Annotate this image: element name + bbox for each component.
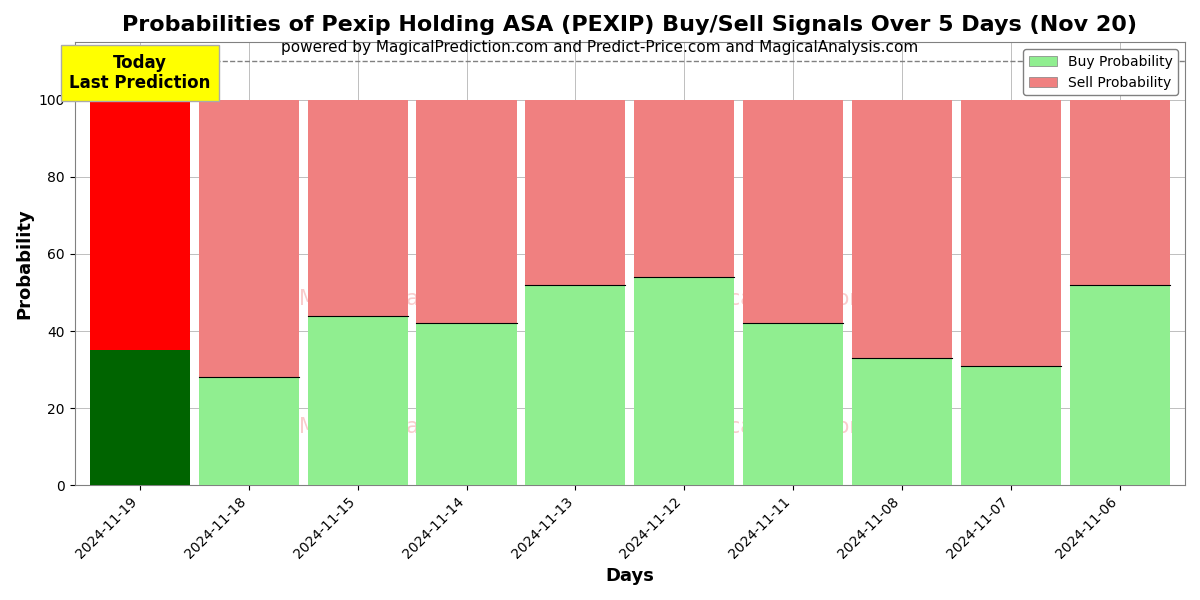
Bar: [526, 285, 625, 485]
Bar: [90, 350, 190, 485]
Text: MagicalPrediction.com: MagicalPrediction.com: [679, 418, 913, 437]
Bar: [634, 277, 734, 485]
Bar: [743, 100, 844, 323]
Title: Probabilities of Pexip Holding ASA (PEXIP) Buy/Sell Signals Over 5 Days (Nov 20): Probabilities of Pexip Holding ASA (PEXI…: [122, 15, 1138, 35]
X-axis label: Days: Days: [605, 567, 654, 585]
Legend: Buy Probability, Sell Probability: Buy Probability, Sell Probability: [1024, 49, 1178, 95]
Bar: [961, 100, 1061, 365]
Bar: [743, 323, 844, 485]
Bar: [634, 100, 734, 277]
Bar: [199, 377, 299, 485]
Text: powered by MagicalPrediction.com and Predict-Price.com and MagicalAnalysis.com: powered by MagicalPrediction.com and Pre…: [281, 40, 919, 55]
Bar: [852, 100, 952, 358]
Bar: [416, 100, 517, 323]
Bar: [416, 323, 517, 485]
Bar: [852, 358, 952, 485]
Bar: [307, 316, 408, 485]
Text: MagicalPrediction.com: MagicalPrediction.com: [679, 289, 913, 309]
Bar: [961, 365, 1061, 485]
Bar: [90, 100, 190, 350]
Y-axis label: Probability: Probability: [16, 208, 34, 319]
Bar: [526, 100, 625, 285]
Text: Today
Last Prediction: Today Last Prediction: [70, 53, 211, 92]
Bar: [307, 100, 408, 316]
Bar: [199, 100, 299, 377]
Bar: [1069, 285, 1170, 485]
Text: MagicalAnalysis.com: MagicalAnalysis.com: [299, 418, 516, 437]
Text: MagicalAnalysis.com: MagicalAnalysis.com: [299, 289, 516, 309]
Bar: [1069, 100, 1170, 285]
